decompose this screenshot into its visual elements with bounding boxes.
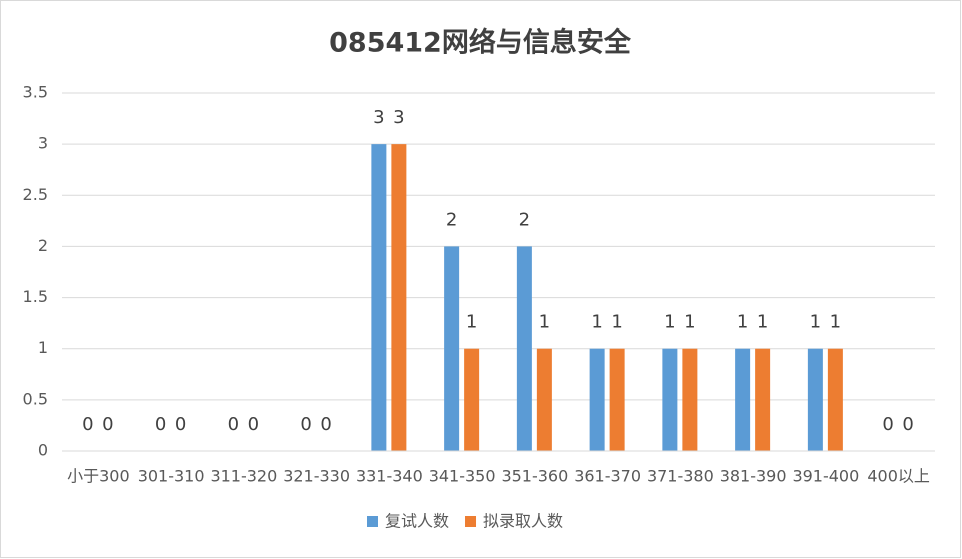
bar [609,348,625,451]
bar [735,348,751,451]
value-label: 0 [228,414,239,435]
value-label: 0 [300,414,311,435]
bar [516,246,532,451]
y-tick-label: 1.5 [23,287,48,306]
value-label: 0 [902,414,913,435]
bar [682,348,698,451]
legend-swatch [367,516,378,527]
bar [536,348,552,451]
x-tick-label: 331-340 [356,467,423,486]
x-tick-label: 391-400 [792,467,859,486]
legend-swatch [465,516,477,527]
x-tick-label: 311-320 [210,467,277,486]
value-label: 0 [175,414,186,435]
legend-label: 拟录取人数 [483,512,563,531]
y-tick-label: 3 [38,134,48,153]
bar [464,348,480,451]
x-tick-label: 400以上 [867,467,930,486]
value-label: 1 [810,312,821,333]
value-label: 2 [446,209,457,230]
value-label: 3 [373,107,384,128]
legend-label: 复试人数 [385,512,449,531]
value-label: 1 [591,312,602,333]
value-label: 1 [684,312,695,333]
x-tick-label: 381-390 [720,467,787,486]
value-label: 1 [611,312,622,333]
x-tick-label: 361-370 [574,467,641,486]
x-tick-label: 301-310 [138,467,205,486]
value-label: 0 [82,414,93,435]
value-label: 1 [539,312,550,333]
x-tick-label: 371-380 [647,467,714,486]
value-label: 2 [519,209,530,230]
y-tick-label: 2.5 [23,185,48,204]
value-label: 1 [664,312,675,333]
x-tick-label: 小于300 [67,467,130,486]
bar [444,246,460,451]
y-tick-label: 0.5 [23,389,48,408]
value-label: 0 [248,414,259,435]
value-label: 0 [320,414,331,435]
bar [662,348,678,451]
value-label: 1 [466,312,477,333]
value-label: 3 [393,107,404,128]
bar [391,144,407,451]
bar [827,348,843,451]
chart-title: 085412网络与信息安全 [329,27,632,59]
y-tick-label: 3.5 [23,83,48,102]
y-tick-label: 2 [38,236,48,255]
x-tick-label: 321-330 [283,467,350,486]
value-label: 0 [155,414,166,435]
bar [589,348,605,451]
value-label: 1 [757,312,768,333]
value-label: 1 [737,312,748,333]
bar [755,348,771,451]
y-tick-label: 0 [38,441,48,460]
x-tick-label: 341-350 [429,467,496,486]
x-tick-label: 351-360 [501,467,568,486]
value-label: 0 [102,414,113,435]
value-label: 0 [882,414,893,435]
bar [807,348,823,451]
bar [371,144,387,451]
y-tick-label: 1 [38,338,48,357]
value-label: 1 [830,312,841,333]
